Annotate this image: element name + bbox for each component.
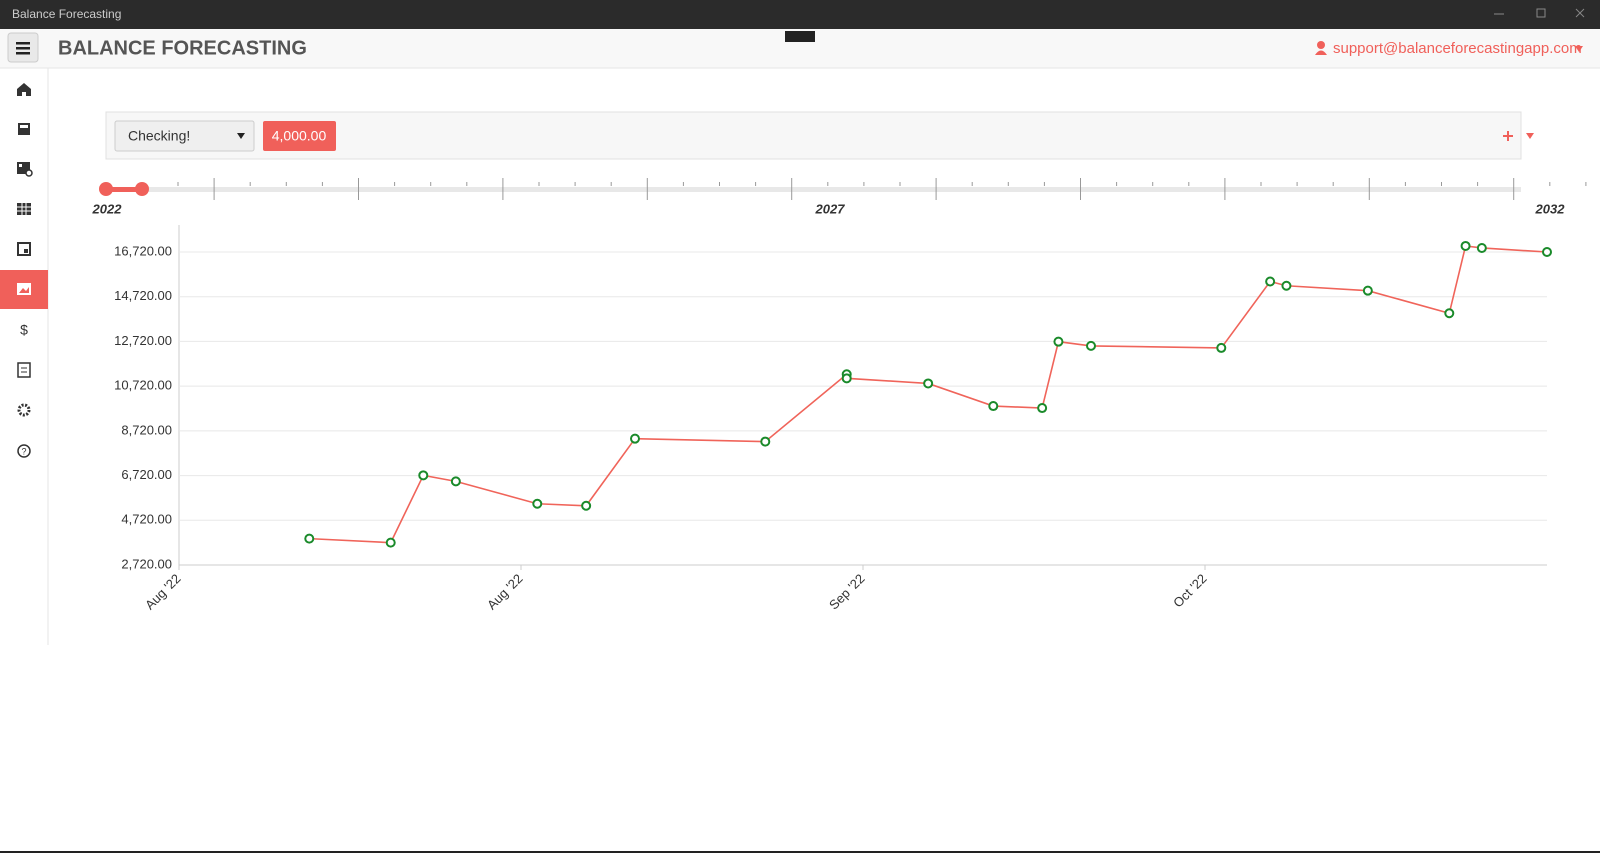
data-point <box>923 378 934 389</box>
x-tick-label: Oct '22 <box>1170 571 1209 610</box>
data-point <box>1476 242 1487 253</box>
timeline-range <box>106 187 142 192</box>
user-dropdown[interactable] <box>1575 46 1583 52</box>
y-tick-label: 6,720.00 <box>121 467 172 482</box>
svg-text:$: $ <box>20 322 28 338</box>
balance-badge[interactable] <box>263 121 336 151</box>
x-tick-label: Aug '22 <box>484 571 525 612</box>
data-point <box>581 500 592 511</box>
user-email[interactable]: support@balanceforecastingapp.com <box>1333 40 1582 57</box>
options-dropdown[interactable] <box>1526 133 1534 139</box>
data-point <box>450 476 461 487</box>
x-tick-label: Aug '22 <box>142 571 183 612</box>
timeline-label: 2027 <box>815 201 846 216</box>
data-point <box>1216 342 1227 353</box>
timeline-handle[interactable] <box>135 182 149 196</box>
timeline-track <box>106 187 1521 192</box>
data-point <box>1086 340 1096 351</box>
data-point <box>988 401 999 412</box>
y-tick-label: 16,720.00 <box>114 243 172 258</box>
data-point <box>385 537 396 548</box>
data-point <box>630 433 640 444</box>
user-icon <box>1315 41 1327 55</box>
timeline-label: 2032 <box>1535 201 1566 216</box>
account-select[interactable] <box>114 120 255 152</box>
x-tick-label: Sep '22 <box>826 571 867 612</box>
add-button[interactable] <box>1503 131 1513 141</box>
data-point <box>1542 247 1552 257</box>
y-tick-label: 8,720.00 <box>121 422 172 437</box>
data-point <box>1444 308 1455 319</box>
y-tick-label: 4,720.00 <box>121 512 172 527</box>
data-point <box>1053 336 1064 347</box>
data-point <box>1281 280 1292 291</box>
window-title: Balance Forecasting <box>12 7 121 21</box>
y-tick-label: 14,720.00 <box>114 288 172 303</box>
menu-icon <box>16 42 30 55</box>
svg-text:?: ? <box>21 446 26 456</box>
app-title: BALANCE FORECASTING <box>58 37 307 59</box>
account-name: Checking! <box>128 128 190 144</box>
data-point <box>760 436 771 447</box>
timeline-ticks <box>177 178 1587 200</box>
y-tick-label: 10,720.00 <box>114 378 172 393</box>
drag-handle[interactable] <box>785 31 815 42</box>
toolbar <box>105 111 1522 160</box>
data-point <box>1037 403 1048 414</box>
bottom-border <box>0 851 1600 853</box>
window-controls[interactable] <box>1494 8 1585 18</box>
timeline-handle[interactable] <box>99 182 113 196</box>
select-arrow <box>237 133 245 139</box>
sidebar-icons[interactable]: $ ? <box>17 83 33 458</box>
timeline-label: 2022 <box>92 201 123 216</box>
y-tick-label: 2,720.00 <box>121 556 172 571</box>
data-point <box>841 373 852 384</box>
data-point <box>532 498 543 509</box>
title-bar <box>0 0 1600 29</box>
balance-value: 4,000.00 <box>272 128 327 144</box>
data-point <box>1460 240 1471 251</box>
y-tick-label: 12,720.00 <box>114 333 172 348</box>
data-point <box>1265 276 1276 287</box>
balance-line <box>309 245 1548 544</box>
data-point <box>304 533 315 544</box>
data-point <box>418 470 429 481</box>
data-point <box>1362 285 1373 296</box>
chart: 2,720.00 4,720.00 6,720.00 8,720.00 10,720.0… <box>114 225 1552 612</box>
